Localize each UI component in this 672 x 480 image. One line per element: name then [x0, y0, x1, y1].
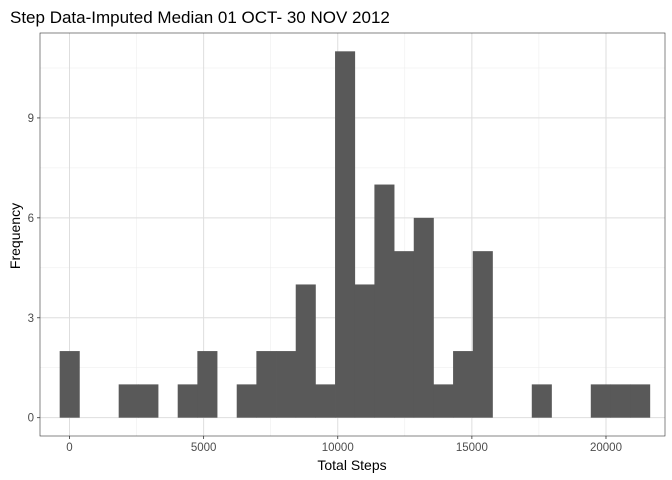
histogram-bar [472, 251, 493, 418]
histogram-bar [177, 384, 198, 418]
x-tick-label: 15000 [456, 442, 488, 454]
histogram-bar [295, 284, 316, 418]
histogram-bar [610, 384, 631, 418]
y-axis-title: Frequency [7, 203, 23, 269]
histogram-bar [413, 217, 434, 418]
x-tick-label: 10000 [322, 442, 354, 454]
chart-title: Step Data-Imputed Median 01 OCT- 30 NOV … [10, 8, 390, 27]
x-tick-label: 20000 [590, 442, 622, 454]
x-axis-ticks: 0 5000 10000 15000 20000 [66, 436, 622, 454]
y-tick-label: 6 [28, 213, 34, 225]
histogram-bar [315, 384, 336, 418]
histogram-bar [394, 251, 415, 418]
histogram-bar [590, 384, 611, 418]
histogram-bar [256, 351, 277, 418]
panel-border [39, 32, 666, 437]
histogram-bar [138, 384, 159, 418]
histogram-bar [433, 384, 454, 418]
x-tick-label: 0 [66, 442, 72, 454]
histogram-bar [453, 351, 474, 418]
histogram-bar [335, 51, 356, 418]
histogram-bar [374, 184, 395, 418]
histogram-bars [59, 51, 651, 418]
histogram-bar [118, 384, 139, 418]
histogram-bar [630, 384, 651, 418]
histogram-bar [197, 351, 218, 418]
x-tick-label: 5000 [191, 442, 217, 454]
x-axis-title: Total Steps [317, 457, 386, 473]
histogram-bar [59, 351, 80, 418]
histogram-bar [354, 284, 375, 418]
y-axis-ticks: 0 3 6 9 [28, 113, 40, 425]
histogram-bar [276, 351, 297, 418]
y-tick-label: 9 [28, 113, 34, 125]
histogram-bar [531, 384, 552, 418]
y-tick-label: 0 [28, 413, 34, 425]
y-tick-label: 3 [28, 313, 34, 325]
histogram-bar [236, 384, 257, 418]
